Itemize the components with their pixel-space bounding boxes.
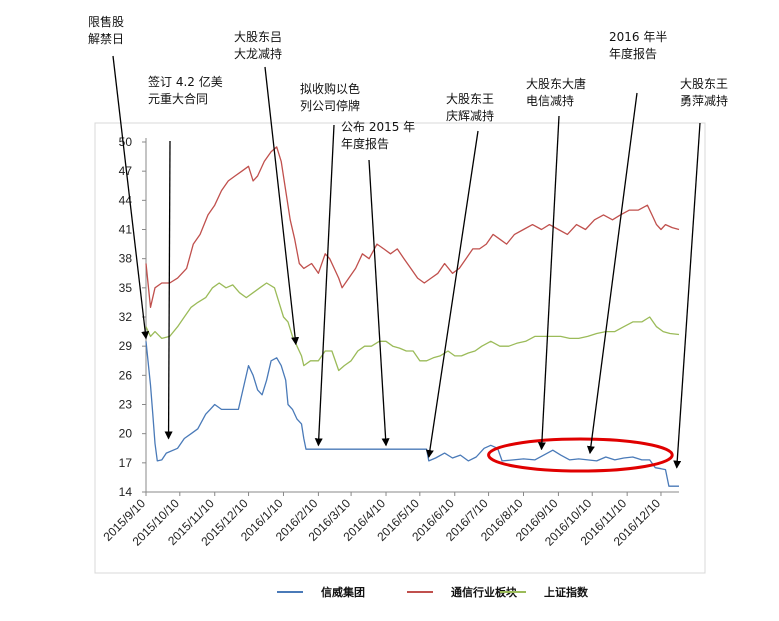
annotation-text: 大股东王 bbox=[680, 77, 728, 91]
annotation-arrow bbox=[314, 124, 335, 447]
series-line-1 bbox=[145, 146, 680, 308]
legend-label-0: 信威集团 bbox=[321, 585, 365, 599]
annotation-arrow bbox=[425, 130, 479, 458]
y-tick-label: 23 bbox=[119, 398, 133, 412]
annotation-text: 签订 4.2 亿美 bbox=[148, 74, 223, 89]
y-tick-label: 26 bbox=[119, 368, 133, 382]
y-tick-label: 32 bbox=[119, 310, 133, 324]
annotation-arrow bbox=[673, 122, 701, 469]
annotation-text: 拟收购以色 bbox=[300, 81, 360, 96]
annotation-text: 大龙减持 bbox=[234, 46, 282, 61]
annotation-text: 大股东吕 bbox=[234, 30, 282, 44]
annotation-text: 年度报告 bbox=[341, 136, 389, 151]
y-tick-label: 47 bbox=[119, 164, 133, 178]
annotation-text: 解禁日 bbox=[88, 32, 124, 46]
axes: 141720232629323538414447502015/9/102015/… bbox=[100, 135, 679, 549]
annotation-arrow bbox=[586, 92, 638, 455]
annotation-text: 元重大合同 bbox=[148, 91, 208, 106]
annotation-arrow bbox=[164, 140, 173, 440]
y-tick-label: 35 bbox=[119, 281, 133, 295]
annotation-text: 大股东大唐 bbox=[526, 76, 586, 91]
annotation-arrow bbox=[264, 66, 300, 346]
annotation-text: 大股东王 bbox=[446, 92, 494, 106]
annotation-text: 2016 年半 bbox=[609, 30, 667, 44]
annotation-text: 公布 2015 年 bbox=[341, 120, 415, 134]
y-tick-label: 20 bbox=[119, 427, 133, 441]
y-tick-label: 14 bbox=[119, 485, 133, 499]
legend-label-1: 通信行业板块 bbox=[451, 585, 518, 599]
y-tick-label: 38 bbox=[119, 252, 133, 266]
annotation-text: 庆辉减持 bbox=[446, 108, 494, 123]
annotation-text: 电信减持 bbox=[526, 93, 574, 108]
annotation-arrow bbox=[537, 115, 560, 451]
annotation-arrow bbox=[112, 55, 150, 340]
highlight-ellipse bbox=[487, 437, 674, 473]
series-line-2 bbox=[145, 282, 680, 372]
annotation-arrow bbox=[368, 159, 390, 447]
annotation-text: 年度报告 bbox=[609, 46, 657, 61]
annotation-text: 限售股 bbox=[88, 14, 124, 29]
annotation-text: 勇萍减持 bbox=[680, 93, 728, 108]
legend-label-2: 上证指数 bbox=[544, 585, 589, 599]
series-line-0 bbox=[145, 341, 679, 487]
y-tick-label: 29 bbox=[119, 339, 133, 353]
plot-frame bbox=[94, 122, 706, 574]
legend: 信威集团 通信行业板块 上证指数 bbox=[277, 585, 589, 599]
y-tick-label: 50 bbox=[119, 135, 133, 149]
highlight-ellipse-layer bbox=[487, 437, 674, 473]
y-tick-label: 17 bbox=[119, 456, 133, 470]
y-tick-label: 41 bbox=[119, 223, 133, 237]
series-lines bbox=[145, 146, 680, 487]
annotation-text: 列公司停牌 bbox=[300, 98, 360, 113]
